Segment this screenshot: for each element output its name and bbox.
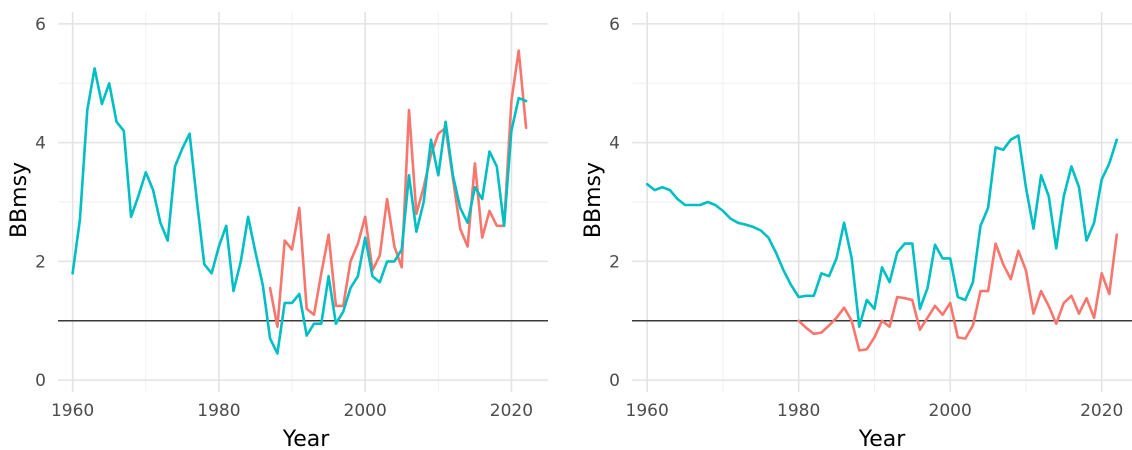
x-axis-title: Year: [858, 427, 907, 450]
panel-1-plot: 1960 1980 2000 2020 0 2 4 6 Year BBmsy: [7, 12, 548, 450]
x-tick-label: 1980: [777, 401, 820, 421]
y-axis-title: BBmsy: [581, 162, 606, 238]
x-tick-label: 2020: [490, 401, 533, 421]
panel-2-plot: 1960 1980 2000 2020 0 2 4 6 Year BBmsy: [581, 12, 1132, 450]
y-tick-label: 4: [609, 134, 620, 154]
y-tick-label: 0: [35, 371, 46, 391]
series-line-2: [71, 67, 528, 355]
x-tick-label: 2000: [929, 401, 972, 421]
x-tick-label: 1960: [626, 401, 669, 421]
x-axis-title: Year: [282, 427, 331, 450]
x-tick-label: 2000: [344, 401, 387, 421]
x-tick-label: 1980: [197, 401, 240, 421]
series-line-1: [268, 49, 528, 329]
y-tick-label: 0: [609, 371, 620, 391]
y-tick-label: 6: [35, 15, 46, 35]
y-tick-label: 4: [35, 134, 46, 154]
series-line-2: [645, 134, 1119, 329]
y-tick-label: 2: [35, 252, 46, 272]
y-axis-title: BBmsy: [7, 162, 32, 238]
series-line-1: [797, 233, 1119, 352]
y-tick-label: 2: [609, 252, 620, 272]
y-tick-label: 6: [609, 15, 620, 35]
x-tick-label: 2020: [1080, 401, 1123, 421]
x-tick-label: 1960: [51, 401, 94, 421]
